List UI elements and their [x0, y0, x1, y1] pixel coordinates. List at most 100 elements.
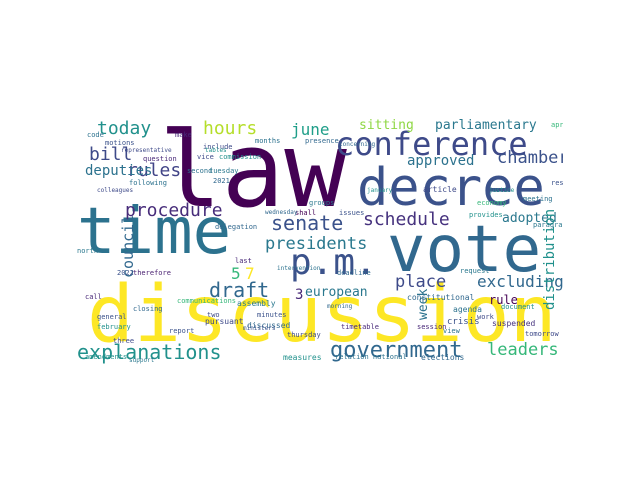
word-elections: elections [421, 353, 465, 362]
word-delegation: delegation [215, 223, 258, 231]
word-thursday: thursday [287, 331, 321, 339]
word-2021: 2021 [213, 177, 230, 185]
word-work: work [477, 313, 494, 321]
word-concerning: concerning [339, 141, 376, 148]
word-paragraph: paragraph [533, 221, 563, 229]
word-3: 3 [295, 287, 304, 303]
word-view: view [443, 327, 460, 335]
word-today: today [97, 118, 152, 139]
word-presidents: presidents [265, 234, 368, 254]
word-code: code [87, 131, 104, 139]
word-representative: representative [121, 147, 172, 154]
word-7: 7 [245, 264, 255, 283]
word-schedule: schedule [363, 209, 450, 230]
word-procedure: procedure [125, 200, 223, 221]
word-deputies: deputies [85, 163, 153, 179]
word-last: last [235, 257, 252, 265]
word-amendments: amendments [85, 353, 128, 361]
word-issues: issues [339, 209, 365, 217]
word-sitting: sitting [359, 118, 414, 133]
word-adopted: adopted [502, 211, 557, 226]
word-tables: tables [205, 147, 227, 154]
word-north: north [77, 247, 99, 255]
word-motions: motions [105, 139, 135, 147]
word-pm: p.m. [290, 242, 377, 283]
word-relation-national: relation national [335, 353, 407, 361]
word-government: government [330, 338, 463, 363]
word-vice: vice [197, 153, 214, 161]
word-leaders: leaders [487, 340, 559, 360]
word-second: second [187, 167, 213, 175]
word-economy: economy [477, 199, 507, 207]
word-closing: closing [133, 305, 163, 313]
word-agenda: agenda [453, 305, 482, 314]
word-two: two [207, 311, 220, 319]
word-crisis: crisis [447, 317, 480, 327]
word-june: june [291, 120, 330, 139]
word-support: support [129, 357, 155, 364]
word-timetable: timetable [341, 323, 379, 331]
word-approved: approved [407, 153, 475, 169]
word-hours: hours [203, 118, 258, 139]
word-report: report [169, 327, 195, 335]
word-cloud: law discussion time vote decree conferen… [77, 118, 563, 364]
word-constitutional: constitutional [407, 293, 475, 302]
word-law: law [159, 118, 347, 231]
word-pursuant: pursuant [205, 317, 244, 326]
word-justice: justice [489, 187, 515, 194]
word-chamber: chamber [497, 148, 563, 168]
word-discussion: discussion [87, 270, 557, 360]
word-tuesday: tuesday [209, 167, 239, 175]
word-resolution: resolution [551, 179, 563, 187]
word-place: place [395, 272, 447, 292]
word-explanations: explanations [77, 340, 222, 364]
word-minutes: minutes [257, 311, 287, 319]
word-document: document [501, 303, 535, 311]
word-include: include [203, 143, 233, 151]
word-vote: vote [387, 213, 542, 287]
word-intervention: intervention [277, 265, 321, 272]
word-parliamentary: parliamentary [435, 118, 537, 133]
word-february: february [97, 323, 131, 331]
word-april: april [551, 121, 563, 129]
word-5: 5 [231, 264, 241, 283]
word-request: request [460, 267, 490, 275]
word-tomorrow: tomorrow [525, 330, 559, 338]
word-discussed: discussed [247, 321, 291, 330]
word-january: january [367, 187, 393, 194]
word-excluding: excluding [477, 272, 563, 291]
word-following: following [129, 179, 167, 187]
word-wednesday: wednesday [265, 209, 298, 216]
word-months: months [255, 137, 281, 145]
word-session: session [417, 323, 447, 331]
word-commission: commission [219, 153, 262, 161]
word-measures: measures [283, 353, 322, 362]
word-call: call [85, 293, 102, 301]
word-european: european [305, 285, 368, 300]
word-three: three [113, 337, 135, 345]
word-provides: provides [469, 211, 503, 219]
word-ministers: ministers [243, 325, 276, 332]
word-morning: morning [327, 303, 353, 310]
word-colleagues: colleagues [97, 187, 134, 194]
word-2022: 2022 [117, 269, 134, 277]
word-article: article [423, 185, 457, 194]
word-general: general [97, 313, 127, 321]
word-senate: senate [271, 211, 344, 235]
word-presence: presence [305, 137, 339, 145]
word-therefore: therefore [133, 269, 171, 277]
word-assembly: assembly [237, 299, 276, 308]
word-conference: conference [335, 125, 528, 163]
word-deadline: deadline [337, 269, 371, 277]
word-make: make [175, 131, 192, 139]
word-meeting: meeting [523, 195, 553, 203]
word-suspended: suspended [492, 319, 536, 328]
word-draft: draft [209, 278, 270, 302]
word-shall: shall [295, 209, 317, 217]
word-question: question [143, 155, 177, 163]
word-time: time [77, 195, 232, 269]
word-communications: communications [177, 297, 237, 305]
word-bill: bill [89, 144, 133, 165]
word-rule: rule [489, 293, 518, 307]
word-rules: rules [127, 160, 182, 181]
